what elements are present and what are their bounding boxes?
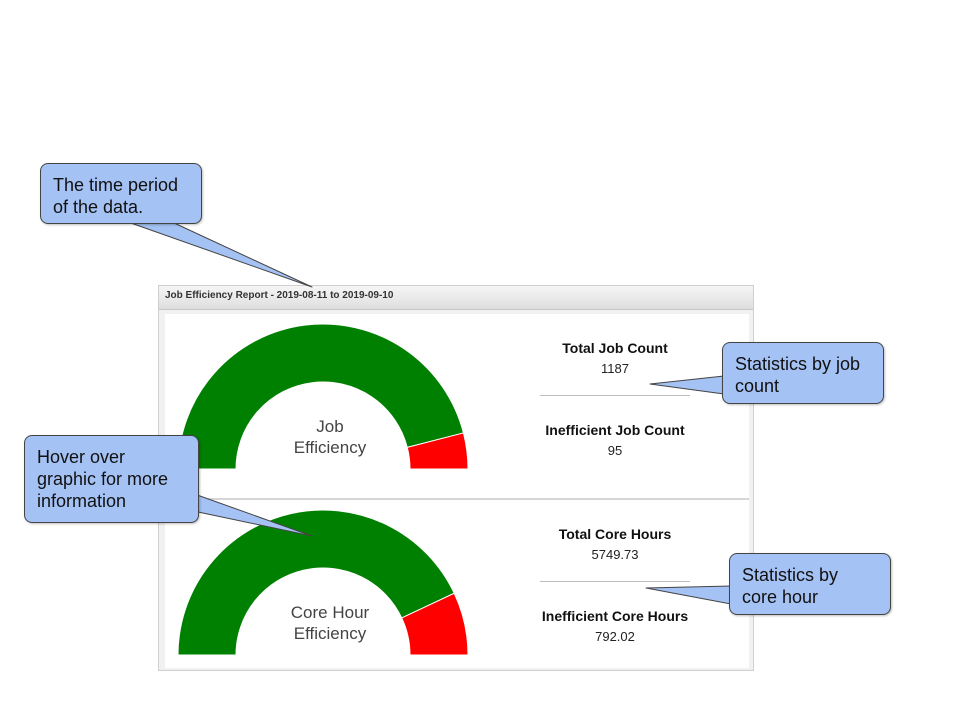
stat-divider <box>540 581 690 582</box>
core-gauge-label-line1: Core Hour <box>290 603 370 622</box>
core-efficient-segment[interactable] <box>177 509 455 656</box>
stat-title: Inefficient Core Hours <box>541 608 689 624</box>
job-stats-callout: Statistics by job count <box>722 342 884 404</box>
stat-title: Total Core Hours <box>558 526 672 542</box>
total-job-count-stat: Total Job Count 1187 <box>515 340 715 376</box>
stat-title: Total Job Count <box>562 340 668 356</box>
hover-callout: Hover over graphic for more information <box>24 435 199 523</box>
core-stats-callout: Statistics by core hour <box>729 553 891 615</box>
time-period-pointer <box>127 221 313 288</box>
core-stats-pointer <box>645 585 732 605</box>
job-efficiency-gauge[interactable] <box>165 314 749 498</box>
job-inefficient-segment[interactable] <box>406 432 469 470</box>
inefficient-job-count-stat: Inefficient Job Count 95 <box>515 422 715 458</box>
total-core-hours-stat: Total Core Hours 5749.73 <box>515 526 715 562</box>
section-divider <box>165 498 749 500</box>
core-inefficient-segment[interactable] <box>401 592 469 656</box>
job-gauge-label-line2: Efficiency <box>293 438 367 457</box>
job-gauge-label-line1: Job <box>316 417 344 436</box>
core-gauge-label-line2: Efficiency <box>293 624 367 643</box>
report-body: Job Efficiency Total Job Count 1187 Inef… <box>165 314 749 668</box>
job-gauge-label: Job Efficiency <box>265 416 395 458</box>
time-period-callout: The time period of the data. <box>40 163 202 224</box>
job-stats-pointer <box>649 375 725 395</box>
stat-value: 1187 <box>601 361 629 376</box>
report-header-title: Job Efficiency Report - 2019-08-11 to 20… <box>159 286 753 310</box>
stat-value: 5749.73 <box>591 547 639 562</box>
stat-value: 95 <box>607 443 623 458</box>
stat-title: Inefficient Job Count <box>545 422 685 438</box>
inefficient-core-hours-stat: Inefficient Core Hours 792.02 <box>515 608 715 644</box>
core-gauge-label: Core Hour Efficiency <box>265 602 395 644</box>
stat-value: 792.02 <box>595 629 635 644</box>
job-efficient-segment[interactable] <box>177 323 465 470</box>
stat-divider <box>540 395 690 396</box>
job-efficiency-report-panel: Job Efficiency Report - 2019-08-11 to 20… <box>158 285 754 671</box>
core-hour-efficiency-gauge[interactable] <box>165 500 749 668</box>
